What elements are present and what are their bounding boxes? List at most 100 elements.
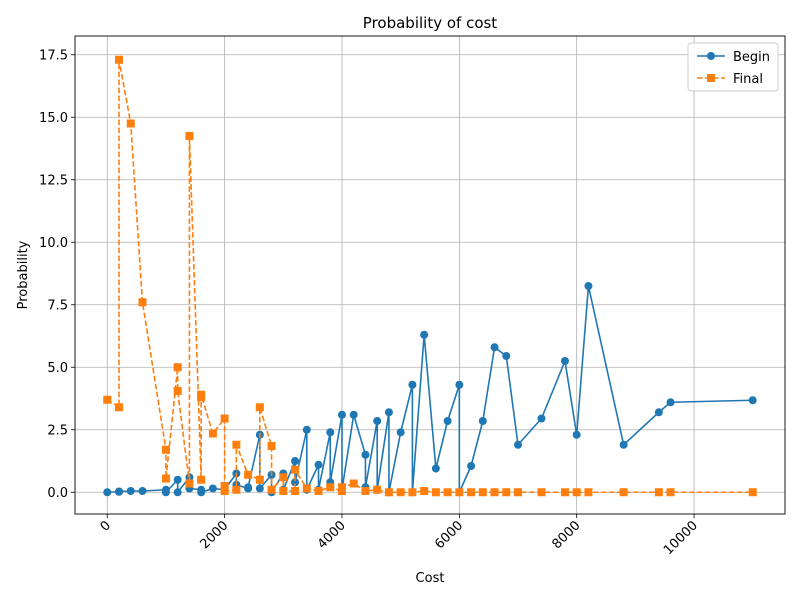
y-tick-label: 5.0 [47, 361, 68, 376]
data-point-begin [654, 408, 663, 417]
data-point-begin [361, 450, 370, 459]
legend-final-marker [707, 74, 715, 82]
data-point-final [255, 403, 264, 412]
data-point-final [115, 403, 124, 412]
data-point-final [126, 119, 135, 128]
data-point-begin [572, 430, 581, 439]
data-point-final [514, 488, 523, 497]
data-point-final [103, 395, 112, 404]
data-point-final [208, 429, 217, 438]
data-point-begin [373, 417, 382, 425]
y-axis-label: Probability [16, 240, 31, 309]
data-point-final [173, 363, 182, 372]
y-tick-label: 7.5 [47, 298, 68, 313]
y-tick-label: 10.0 [39, 236, 68, 251]
data-point-final [185, 479, 194, 488]
data-point-final [302, 484, 311, 493]
data-point-begin [666, 398, 675, 407]
data-point-final [455, 488, 464, 497]
data-point-final [279, 473, 288, 482]
data-point-final [478, 488, 487, 497]
data-point-final [431, 488, 440, 497]
legend-final-label: Final [733, 72, 763, 87]
data-point-begin [478, 417, 487, 425]
data-point-begin [255, 484, 264, 493]
data-point-final [173, 387, 182, 395]
data-point-begin [396, 428, 405, 437]
data-point-begin [161, 488, 170, 497]
data-point-begin [326, 428, 335, 437]
data-point-final [560, 488, 569, 497]
data-point-begin [337, 410, 346, 419]
data-point-final [255, 475, 264, 484]
data-point-begin [208, 484, 217, 493]
data-point-final [408, 488, 417, 497]
data-point-begin [584, 282, 593, 290]
data-point-begin [514, 440, 523, 449]
series-final [103, 55, 757, 497]
y-tick-label: 2.5 [47, 423, 68, 438]
data-point-final [197, 475, 206, 484]
legend-begin-marker [707, 52, 715, 60]
data-point-begin [431, 464, 440, 473]
y-tick-label: 12.5 [39, 173, 68, 188]
data-point-begin [291, 457, 300, 465]
data-point-begin [490, 343, 499, 352]
data-point-begin [455, 380, 464, 389]
data-point-final [291, 465, 300, 474]
data-point-final [537, 488, 546, 497]
data-point-final [420, 487, 429, 495]
data-point-final [267, 485, 276, 494]
data-point-final [197, 390, 206, 399]
data-point-begin [384, 408, 393, 417]
data-point-begin [537, 414, 546, 423]
data-point-final [161, 474, 170, 483]
data-point-begin [408, 380, 417, 389]
data-point-final [748, 488, 757, 497]
data-point-final [232, 440, 241, 449]
data-point-begin [467, 462, 476, 470]
data-point-begin [502, 352, 511, 360]
plot-frame [74, 35, 786, 515]
data-point-final [279, 487, 288, 495]
data-point-begin [314, 460, 323, 469]
data-point-begin [244, 483, 253, 492]
data-point-begin [420, 330, 429, 339]
data-point-final [443, 488, 452, 497]
data-point-begin [103, 488, 112, 497]
data-point-final [244, 470, 253, 479]
data-point-final [326, 483, 335, 492]
data-point-begin [560, 357, 569, 365]
data-point-final [666, 488, 675, 497]
data-point-final [584, 488, 593, 497]
data-point-final [138, 298, 147, 307]
data-point-begin [291, 478, 300, 487]
data-point-final [502, 488, 511, 497]
data-point-final [220, 482, 229, 490]
data-point-final [232, 485, 241, 494]
legend-begin-label: Begin [733, 50, 770, 65]
data-point-final [185, 132, 194, 140]
data-point-begin [138, 487, 147, 495]
data-point-final [396, 488, 405, 497]
data-point-final [115, 55, 124, 64]
data-point-final [291, 487, 300, 495]
chart-title: Probability of cost [363, 14, 498, 32]
data-point-final [337, 483, 346, 492]
y-tick-label: 17.5 [39, 48, 68, 63]
data-point-final [373, 485, 382, 494]
data-point-begin [173, 475, 182, 484]
y-tick-label: 0.0 [47, 486, 68, 501]
data-point-begin [173, 488, 182, 497]
data-point-begin [748, 396, 757, 405]
data-point-final [361, 487, 370, 495]
data-point-final [654, 488, 663, 497]
data-point-begin [443, 417, 452, 425]
y-tick-label: 15.0 [39, 111, 68, 126]
data-point-begin [115, 487, 124, 496]
data-point-begin [349, 410, 358, 419]
legend: Begin Final [687, 42, 779, 92]
data-point-final [161, 445, 170, 454]
